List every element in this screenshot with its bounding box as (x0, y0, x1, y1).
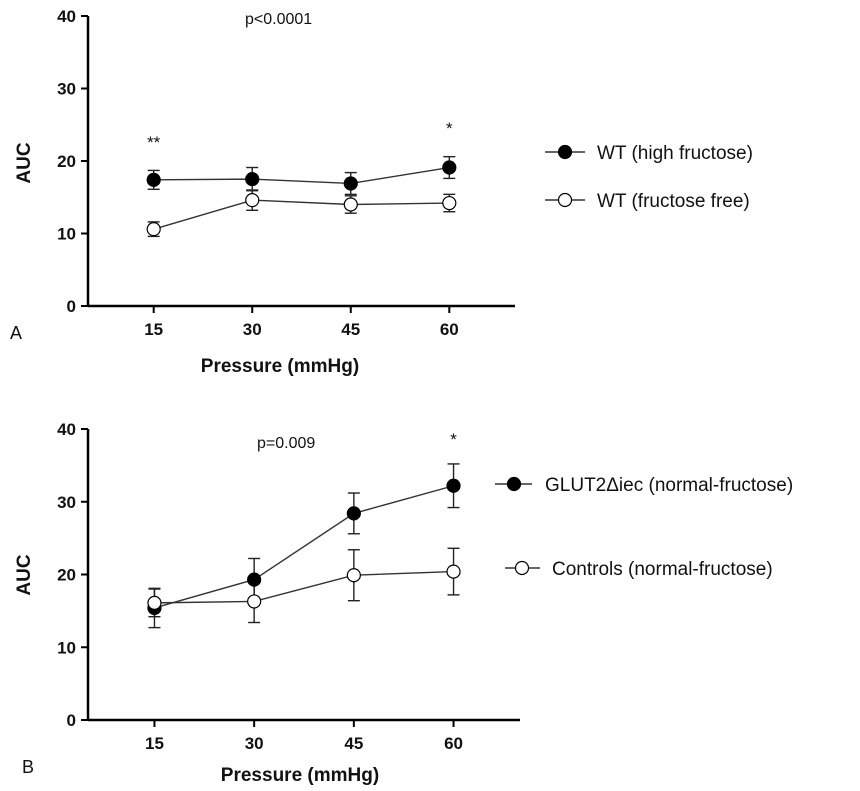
significance-mark: * (446, 119, 453, 138)
data-point (346, 506, 361, 521)
y-tick-label: 30 (57, 80, 76, 99)
x-tick-label: 30 (245, 734, 264, 753)
data-point (245, 172, 260, 187)
legend-item-fructose-free: WT (fructose free) (545, 191, 750, 212)
data-point (245, 193, 260, 208)
series-line-1 (153, 166, 450, 185)
open-circle-marker-icon (557, 192, 573, 208)
y-tick-label: 0 (67, 711, 76, 730)
series-line-1 (154, 485, 454, 609)
x-axis-title: Pressure (mmHg) (221, 765, 379, 786)
p-value-annotation: p<0.0001 (245, 11, 312, 28)
series-line-2 (153, 199, 450, 230)
data-point (146, 172, 161, 187)
p-value-annotation: p=0.009 (257, 435, 315, 452)
x-ticks: 15 30 45 60 (145, 720, 463, 753)
legend-label: WT (fructose free) (597, 191, 750, 212)
open-circle-marker-icon (514, 560, 530, 576)
filled-circle-marker-icon (557, 144, 573, 160)
legend: GLUT2Δiec (normal-fructose) Controls (no… (495, 475, 793, 580)
series-line-2 (154, 570, 454, 604)
y-axis-title: AUC (14, 554, 35, 595)
legend-item-high-fructose: WT (high fructose) (545, 143, 753, 164)
y-ticks: 0 10 20 30 40 (57, 7, 88, 316)
filled-circle-marker-icon (506, 476, 522, 492)
x-ticks: 15 30 45 60 (144, 306, 459, 339)
significance-mark: * (450, 430, 457, 449)
data-point (346, 568, 361, 583)
y-axis-title: AUC (14, 142, 35, 183)
data-point (147, 595, 162, 610)
x-tick-label: 60 (444, 734, 463, 753)
panel-label: B (22, 757, 34, 777)
y-tick-label: 10 (57, 638, 76, 657)
legend-item-glut2: GLUT2Δiec (normal-fructose) (495, 475, 793, 496)
x-tick-label: 30 (243, 320, 262, 339)
data-point (446, 564, 461, 579)
data-point (442, 195, 457, 211)
data-point (446, 478, 461, 493)
plot-area: *** (146, 119, 457, 238)
x-tick-label: 45 (341, 320, 360, 339)
y-tick-label: 30 (57, 493, 76, 512)
significance-mark: ** (147, 133, 161, 152)
plot-area: * (147, 430, 461, 629)
y-tick-label: 20 (57, 566, 76, 585)
legend-label: Controls (normal-fructose) (552, 559, 773, 580)
panel-b: p=0.009 AUC Pressure (mmHg) B 0 10 20 30 40 … (14, 420, 793, 786)
data-point (442, 160, 457, 175)
data-point (247, 594, 262, 609)
y-tick-label: 10 (57, 225, 76, 244)
y-tick-label: 40 (57, 420, 76, 439)
data-point (247, 572, 262, 587)
legend-item-controls: Controls (normal-fructose) (505, 559, 773, 580)
data-point (343, 197, 358, 212)
legend: WT (high fructose) WT (fructose free) (545, 143, 753, 212)
panel-label: A (10, 323, 22, 343)
legend-label: GLUT2Δiec (normal-fructose) (545, 475, 793, 496)
axes: 0 10 20 30 40 15 30 45 60 (57, 420, 520, 753)
x-tick-label: 15 (144, 320, 163, 339)
legend-label: WT (high fructose) (597, 143, 753, 164)
panel-a: p<0.0001 AUC Pressure (mmHg) A 0 10 20 30 40… (10, 7, 753, 377)
x-tick-label: 60 (440, 320, 459, 339)
axes: 0 10 20 30 40 15 30 45 60 (57, 7, 515, 339)
data-point (146, 222, 161, 237)
x-tick-label: 15 (145, 734, 164, 753)
x-axis-title: Pressure (mmHg) (201, 356, 359, 377)
y-tick-label: 20 (57, 152, 76, 171)
y-tick-label: 0 (67, 297, 76, 316)
y-tick-label: 40 (57, 7, 76, 26)
y-ticks: 0 10 20 30 40 (57, 420, 88, 730)
x-tick-label: 45 (344, 734, 363, 753)
data-point (343, 176, 358, 191)
